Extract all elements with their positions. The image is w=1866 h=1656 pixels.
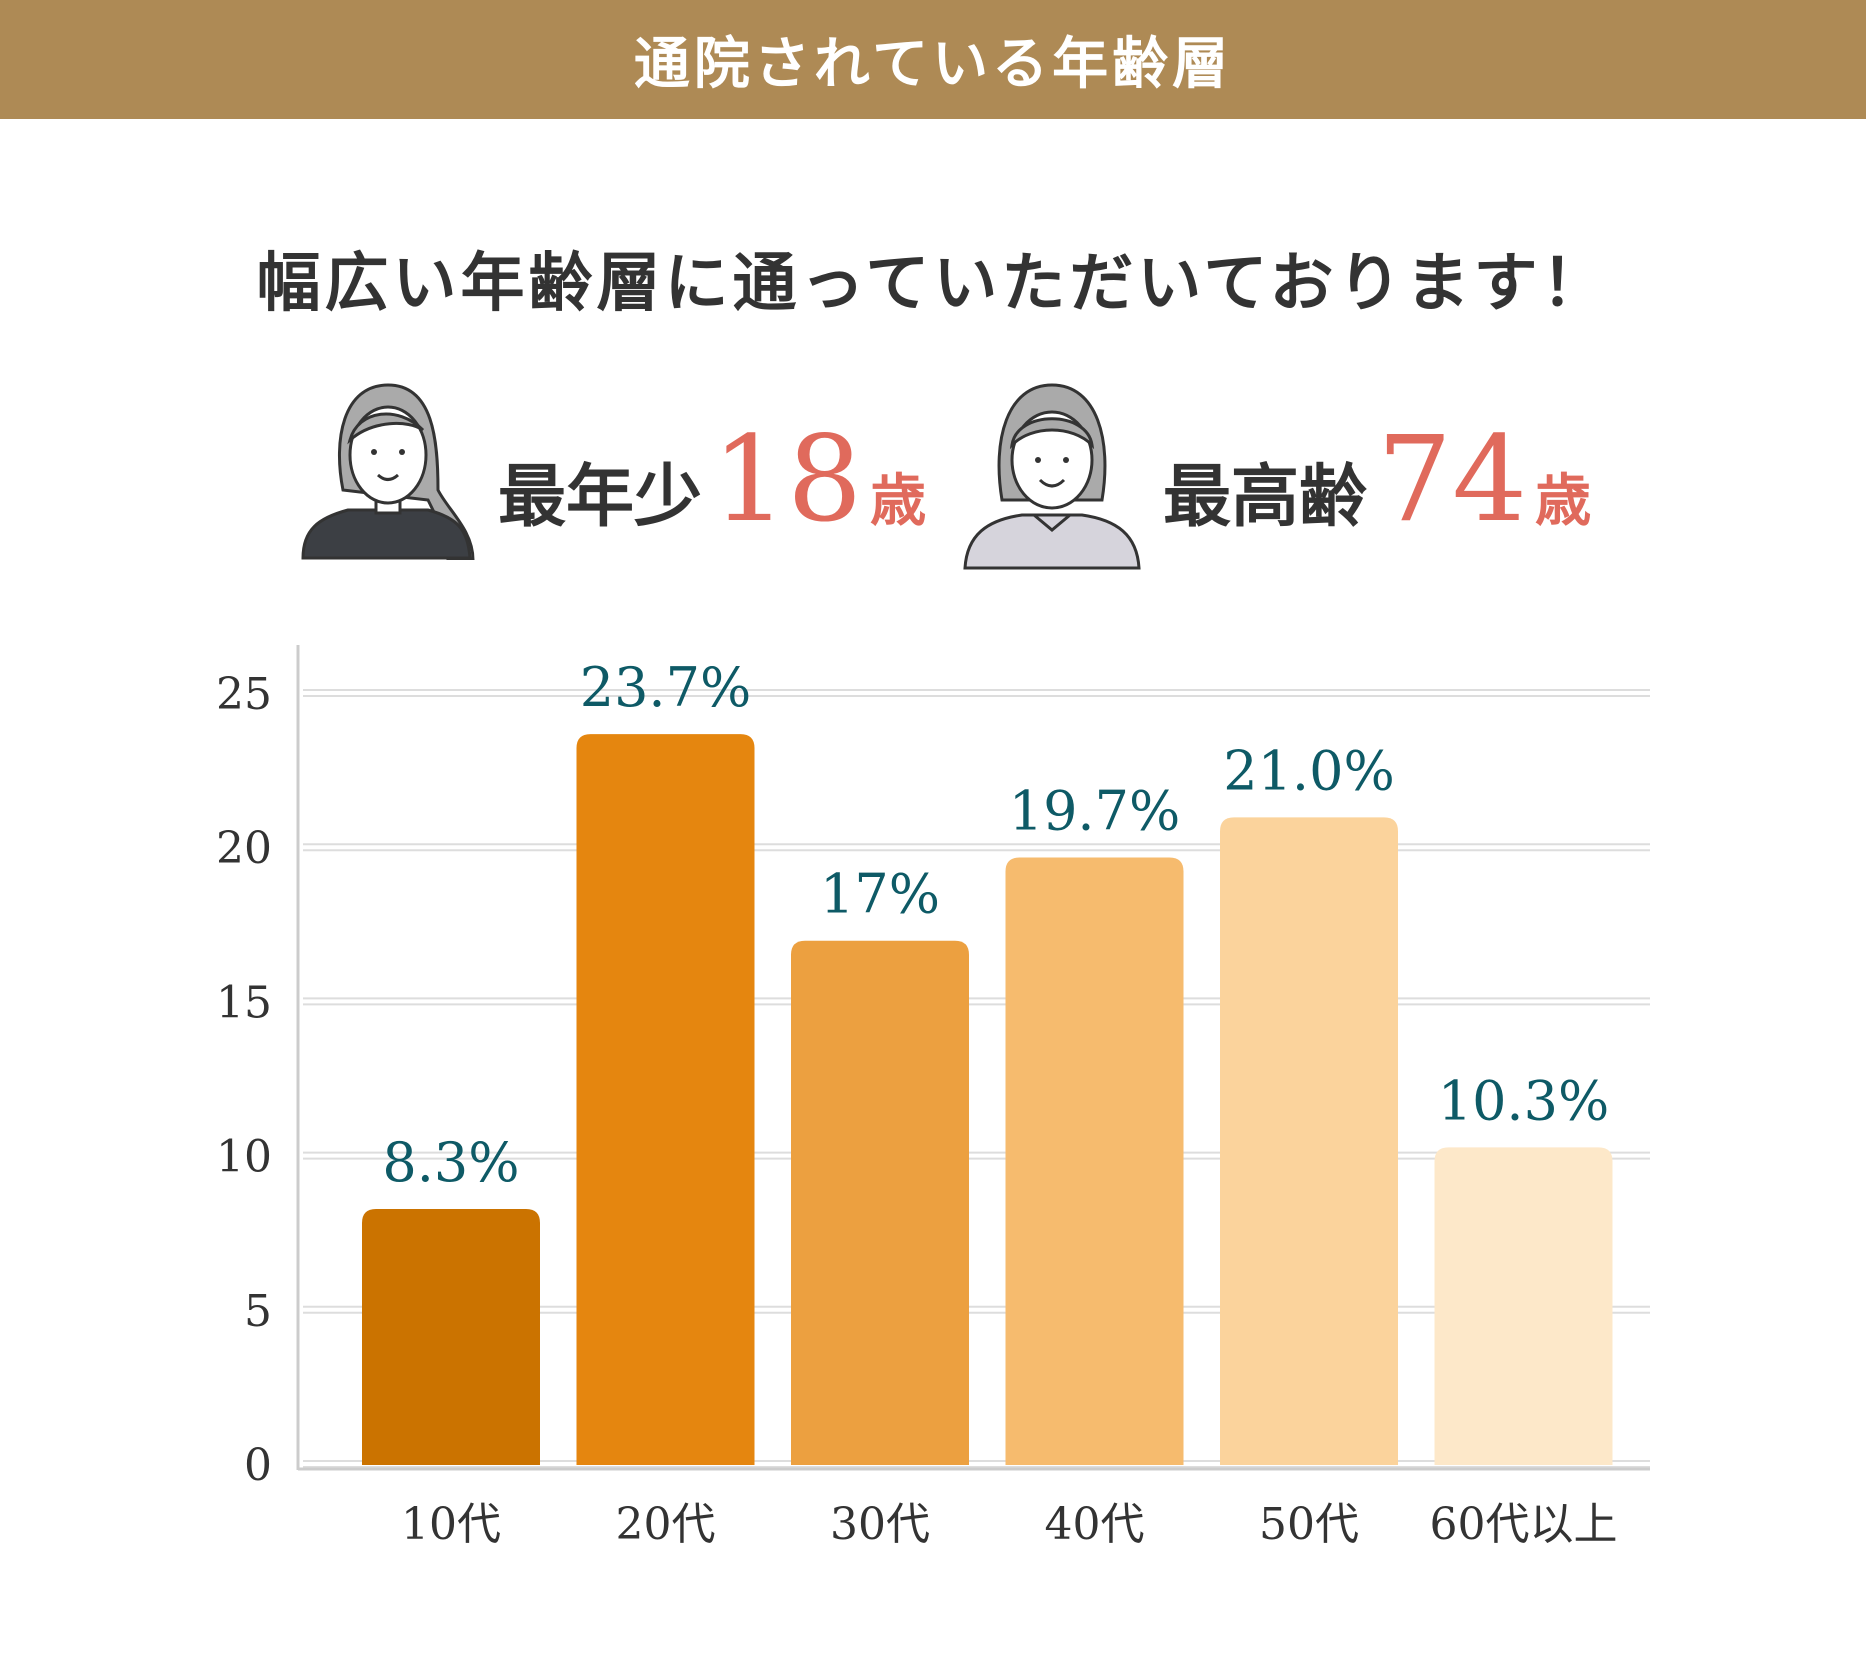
x-tick-label: 40代 xyxy=(1045,1499,1145,1550)
youngest-unit: 歳 xyxy=(870,468,927,534)
y-tick-label: 10 xyxy=(216,1132,272,1183)
data-label: 21.0% xyxy=(1223,739,1395,802)
subtitle: 幅広い年齢層に通っていただいております！ xyxy=(256,246,1610,321)
x-tick-label: 50代 xyxy=(1259,1499,1359,1550)
oldest-label: 最高齢 xyxy=(1163,457,1368,537)
bar xyxy=(1005,857,1184,1465)
elderly-woman-icon xyxy=(963,383,1141,570)
y-tick-label: 15 xyxy=(216,977,272,1028)
y-tick-label: 25 xyxy=(216,669,272,720)
x-tick-label: 10代 xyxy=(401,1499,501,1550)
youngest-age: 18 xyxy=(712,410,863,548)
section-title: 通院されている年齢層 xyxy=(633,31,1233,97)
oldest-unit: 歳 xyxy=(1535,468,1592,534)
y-tick-label: 5 xyxy=(244,1286,272,1337)
data-label: 10.3% xyxy=(1438,1069,1610,1132)
oldest-age: 74 xyxy=(1377,410,1528,548)
oldest-stat: 最高齢 74 歳 xyxy=(1163,420,1591,540)
x-tick-label: 30代 xyxy=(830,1499,930,1550)
data-label: 17% xyxy=(820,863,940,926)
bar xyxy=(576,734,755,1465)
data-label: 23.7% xyxy=(580,656,752,719)
y-tick-label: 20 xyxy=(216,823,272,874)
data-label: 19.7% xyxy=(1009,779,1181,842)
x-tick-label: 20代 xyxy=(616,1499,716,1550)
bar xyxy=(791,940,969,1465)
data-label: 8.3% xyxy=(382,1131,519,1194)
youngest-stat: 最年少 18 歳 xyxy=(498,420,926,540)
youngest-label: 最年少 xyxy=(498,457,703,537)
age-bar-chart: 0 5 10 15 20 25 8.3% 10代 23.7% 20代 17% 30代 19.7% 40代 2… xyxy=(216,645,1650,1550)
x-tick-label: 60代以上 xyxy=(1430,1499,1618,1550)
bar xyxy=(1434,1147,1613,1465)
bar xyxy=(362,1209,540,1465)
young-woman-icon xyxy=(301,383,475,560)
bar xyxy=(1220,817,1398,1465)
header-banner: 通院されている年齢層 xyxy=(0,0,1866,119)
y-tick-label: 0 xyxy=(244,1440,272,1491)
